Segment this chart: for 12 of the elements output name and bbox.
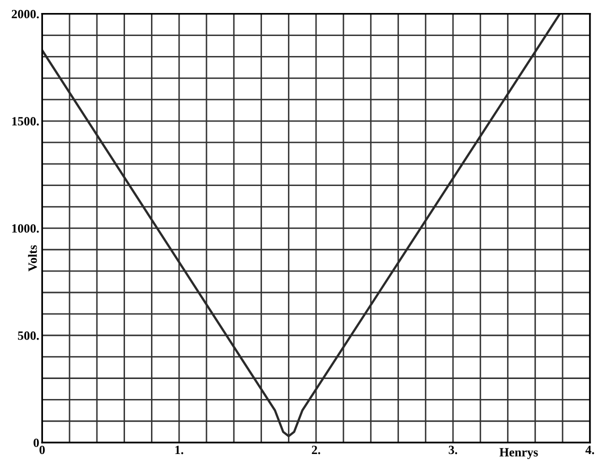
y-tick-label: 2000. <box>12 10 39 18</box>
y-axis-title: Volts <box>28 245 37 272</box>
y-tick-label: 0 <box>34 438 39 448</box>
x-axis-title: Henrys <box>500 448 538 460</box>
x-tick-label: 2. <box>312 446 320 454</box>
x-tick-label: 4. <box>585 446 594 454</box>
y-tick-label: 1500. <box>12 117 39 126</box>
x-tick-label: 1. <box>175 446 184 454</box>
x-tick-label: 0 <box>39 446 45 454</box>
y-tick-label: 500. <box>18 331 39 340</box>
x-tick-label: 3. <box>448 446 458 454</box>
y-tick-label: 1000. <box>12 224 39 233</box>
